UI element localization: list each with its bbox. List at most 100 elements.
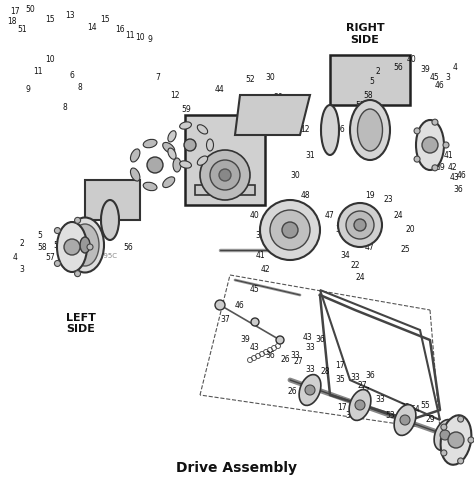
Ellipse shape — [349, 390, 371, 420]
Text: 47: 47 — [325, 211, 335, 219]
Text: 40: 40 — [407, 56, 417, 65]
Text: 4: 4 — [13, 254, 18, 262]
Circle shape — [457, 458, 464, 464]
Text: 15: 15 — [100, 15, 110, 25]
Text: 30: 30 — [273, 94, 283, 102]
Text: 10: 10 — [45, 56, 55, 65]
Text: 56: 56 — [393, 63, 403, 72]
Text: 25: 25 — [400, 245, 410, 255]
Text: 52: 52 — [245, 75, 255, 85]
Text: 58: 58 — [37, 243, 47, 253]
Text: 44: 44 — [215, 85, 225, 95]
Bar — [195, 185, 255, 195]
Text: 34: 34 — [340, 251, 350, 259]
Text: 42: 42 — [260, 266, 270, 274]
Circle shape — [270, 210, 310, 250]
Text: 45: 45 — [430, 73, 440, 83]
Text: 23: 23 — [383, 196, 393, 204]
Ellipse shape — [130, 168, 140, 181]
Ellipse shape — [163, 177, 175, 187]
Text: 36: 36 — [453, 185, 463, 195]
Text: 48: 48 — [300, 190, 310, 199]
Circle shape — [215, 300, 225, 310]
Text: 26: 26 — [280, 355, 290, 365]
Bar — [85, 180, 140, 220]
Text: 02095C: 02095C — [91, 253, 118, 259]
Text: 34: 34 — [345, 411, 355, 420]
Circle shape — [276, 336, 284, 344]
Ellipse shape — [143, 182, 157, 191]
Text: 43: 43 — [303, 333, 313, 342]
Text: 22: 22 — [350, 260, 360, 270]
Text: 36: 36 — [315, 336, 325, 344]
Bar — [185, 115, 265, 205]
Circle shape — [74, 217, 81, 223]
Ellipse shape — [197, 125, 208, 134]
Circle shape — [55, 227, 61, 234]
Text: 59: 59 — [225, 151, 235, 159]
Text: 6: 6 — [70, 71, 74, 80]
Text: 24: 24 — [355, 273, 365, 283]
Ellipse shape — [441, 415, 472, 465]
Text: 12: 12 — [95, 236, 105, 244]
Ellipse shape — [168, 131, 176, 142]
Text: 35: 35 — [335, 375, 345, 384]
Text: 21: 21 — [210, 170, 220, 180]
Text: 40: 40 — [250, 211, 260, 219]
Text: RIGHT
SIDE: RIGHT SIDE — [346, 23, 384, 44]
Circle shape — [338, 203, 382, 247]
Circle shape — [355, 400, 365, 410]
Ellipse shape — [143, 140, 157, 148]
Ellipse shape — [71, 224, 99, 266]
Text: 39: 39 — [240, 336, 250, 344]
Ellipse shape — [180, 122, 191, 129]
Text: 19: 19 — [365, 190, 375, 199]
Text: 43: 43 — [250, 343, 260, 353]
Text: 32: 32 — [335, 226, 345, 235]
Circle shape — [55, 260, 61, 267]
Text: 43: 43 — [450, 173, 460, 183]
Circle shape — [147, 157, 163, 173]
Text: 9: 9 — [147, 35, 153, 44]
Text: 30: 30 — [290, 170, 300, 180]
Text: 46: 46 — [235, 300, 245, 310]
Text: 36: 36 — [365, 370, 375, 380]
Text: 54: 54 — [410, 406, 420, 414]
Circle shape — [414, 128, 420, 134]
Text: 7: 7 — [155, 73, 160, 83]
Ellipse shape — [80, 237, 90, 253]
Text: 57: 57 — [45, 254, 55, 262]
Text: 18: 18 — [7, 17, 17, 27]
Text: 36: 36 — [265, 351, 275, 359]
Text: 31: 31 — [305, 151, 315, 159]
Text: 30: 30 — [265, 73, 275, 83]
Text: Drive Assembly: Drive Assembly — [176, 461, 298, 475]
Circle shape — [457, 416, 464, 422]
Text: 41: 41 — [443, 151, 453, 159]
Text: 33: 33 — [350, 373, 360, 383]
Text: 8: 8 — [78, 84, 82, 93]
Circle shape — [219, 169, 231, 181]
Text: 13: 13 — [65, 11, 75, 19]
Circle shape — [441, 424, 447, 430]
Circle shape — [414, 156, 420, 162]
Ellipse shape — [180, 161, 191, 168]
Text: 15: 15 — [45, 15, 55, 25]
Text: 27: 27 — [293, 357, 303, 367]
Ellipse shape — [321, 105, 339, 155]
Text: 27: 27 — [357, 381, 367, 389]
Circle shape — [468, 437, 474, 443]
Ellipse shape — [57, 222, 87, 272]
Text: 5: 5 — [37, 230, 43, 240]
Ellipse shape — [434, 420, 456, 451]
Text: 39: 39 — [420, 66, 430, 74]
Text: 17: 17 — [10, 8, 20, 16]
Ellipse shape — [357, 109, 383, 151]
Circle shape — [441, 450, 447, 456]
Text: 37: 37 — [220, 315, 230, 325]
Circle shape — [440, 430, 450, 440]
Text: 56: 56 — [335, 126, 345, 134]
Ellipse shape — [101, 200, 119, 240]
Circle shape — [260, 200, 320, 260]
Text: 11: 11 — [125, 30, 135, 40]
